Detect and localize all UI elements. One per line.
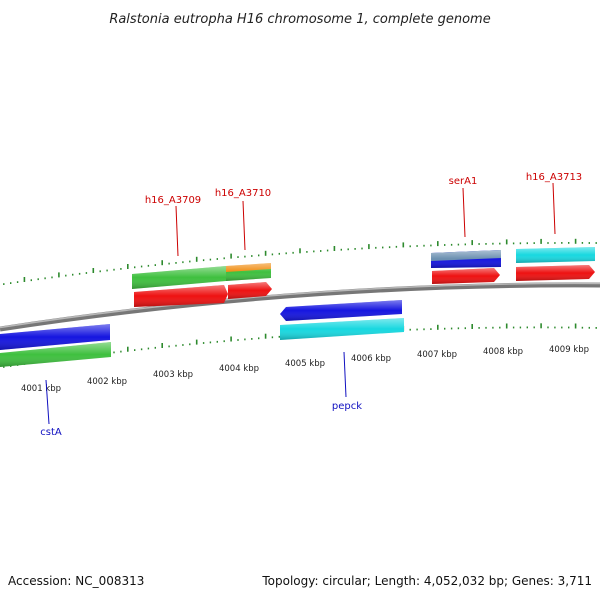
- gene-features: [0, 247, 595, 367]
- gene-sera1-cds[interactable]: [432, 268, 500, 284]
- gene-pepck[interactable]: [280, 300, 402, 321]
- kbp-label: 4008 kbp: [483, 347, 523, 357]
- gene-cstA-partner[interactable]: [0, 342, 111, 367]
- map-title: Ralstonia eutropha H16 chromosome 1, com…: [109, 12, 490, 27]
- gene-h16-a3713-cds[interactable]: [516, 265, 595, 281]
- kbp-label: 4003 kbp: [153, 370, 193, 380]
- gene-h16-a3709-cds[interactable]: [134, 285, 228, 307]
- kbp-label: 4006 kbp: [351, 354, 391, 364]
- kbp-label: 4007 kbp: [417, 350, 457, 360]
- gene-label-sera1[interactable]: serA1: [449, 176, 478, 187]
- kbp-label: 4004 kbp: [219, 364, 259, 374]
- gene-labels: h16_A3709 h16_A3710 serA1 h16_A3713 cstA…: [40, 172, 582, 438]
- gene-label-h16-a3710[interactable]: h16_A3710: [215, 188, 271, 199]
- gene-label-pepck[interactable]: pepck: [332, 401, 362, 412]
- gene-label-h16-a3709[interactable]: h16_A3709: [145, 195, 201, 206]
- gene-label-csta[interactable]: cstA: [40, 427, 62, 438]
- gene-h16-a3713[interactable]: [516, 247, 595, 263]
- tick-track-top: [3, 238, 597, 285]
- genome-summary-text: Topology: circular; Length: 4,052,032 bp…: [261, 574, 592, 588]
- gene-h16-a3709[interactable]: [132, 266, 226, 289]
- gene-h16-a3710-cds[interactable]: [228, 282, 272, 299]
- gene-label-h16-a3713[interactable]: h16_A3713: [526, 172, 582, 183]
- kbp-label: 4001 kbp: [21, 384, 61, 394]
- genome-backbone: [0, 282, 600, 332]
- accession-text: Accession: NC_008313: [8, 574, 144, 588]
- kbp-scale: 4001 kbp 4002 kbp 4003 kbp 4004 kbp 4005…: [21, 345, 589, 394]
- kbp-label: 4002 kbp: [87, 377, 127, 387]
- kbp-label: 4005 kbp: [285, 359, 325, 369]
- gene-cstA[interactable]: [0, 324, 110, 350]
- gene-pepck-partner[interactable]: [280, 318, 404, 340]
- label-leaders: [45, 182, 556, 425]
- kbp-label: 4009 kbp: [549, 345, 589, 355]
- gene-sera1[interactable]: [431, 250, 501, 268]
- gene-h16-a3710[interactable]: [226, 263, 271, 281]
